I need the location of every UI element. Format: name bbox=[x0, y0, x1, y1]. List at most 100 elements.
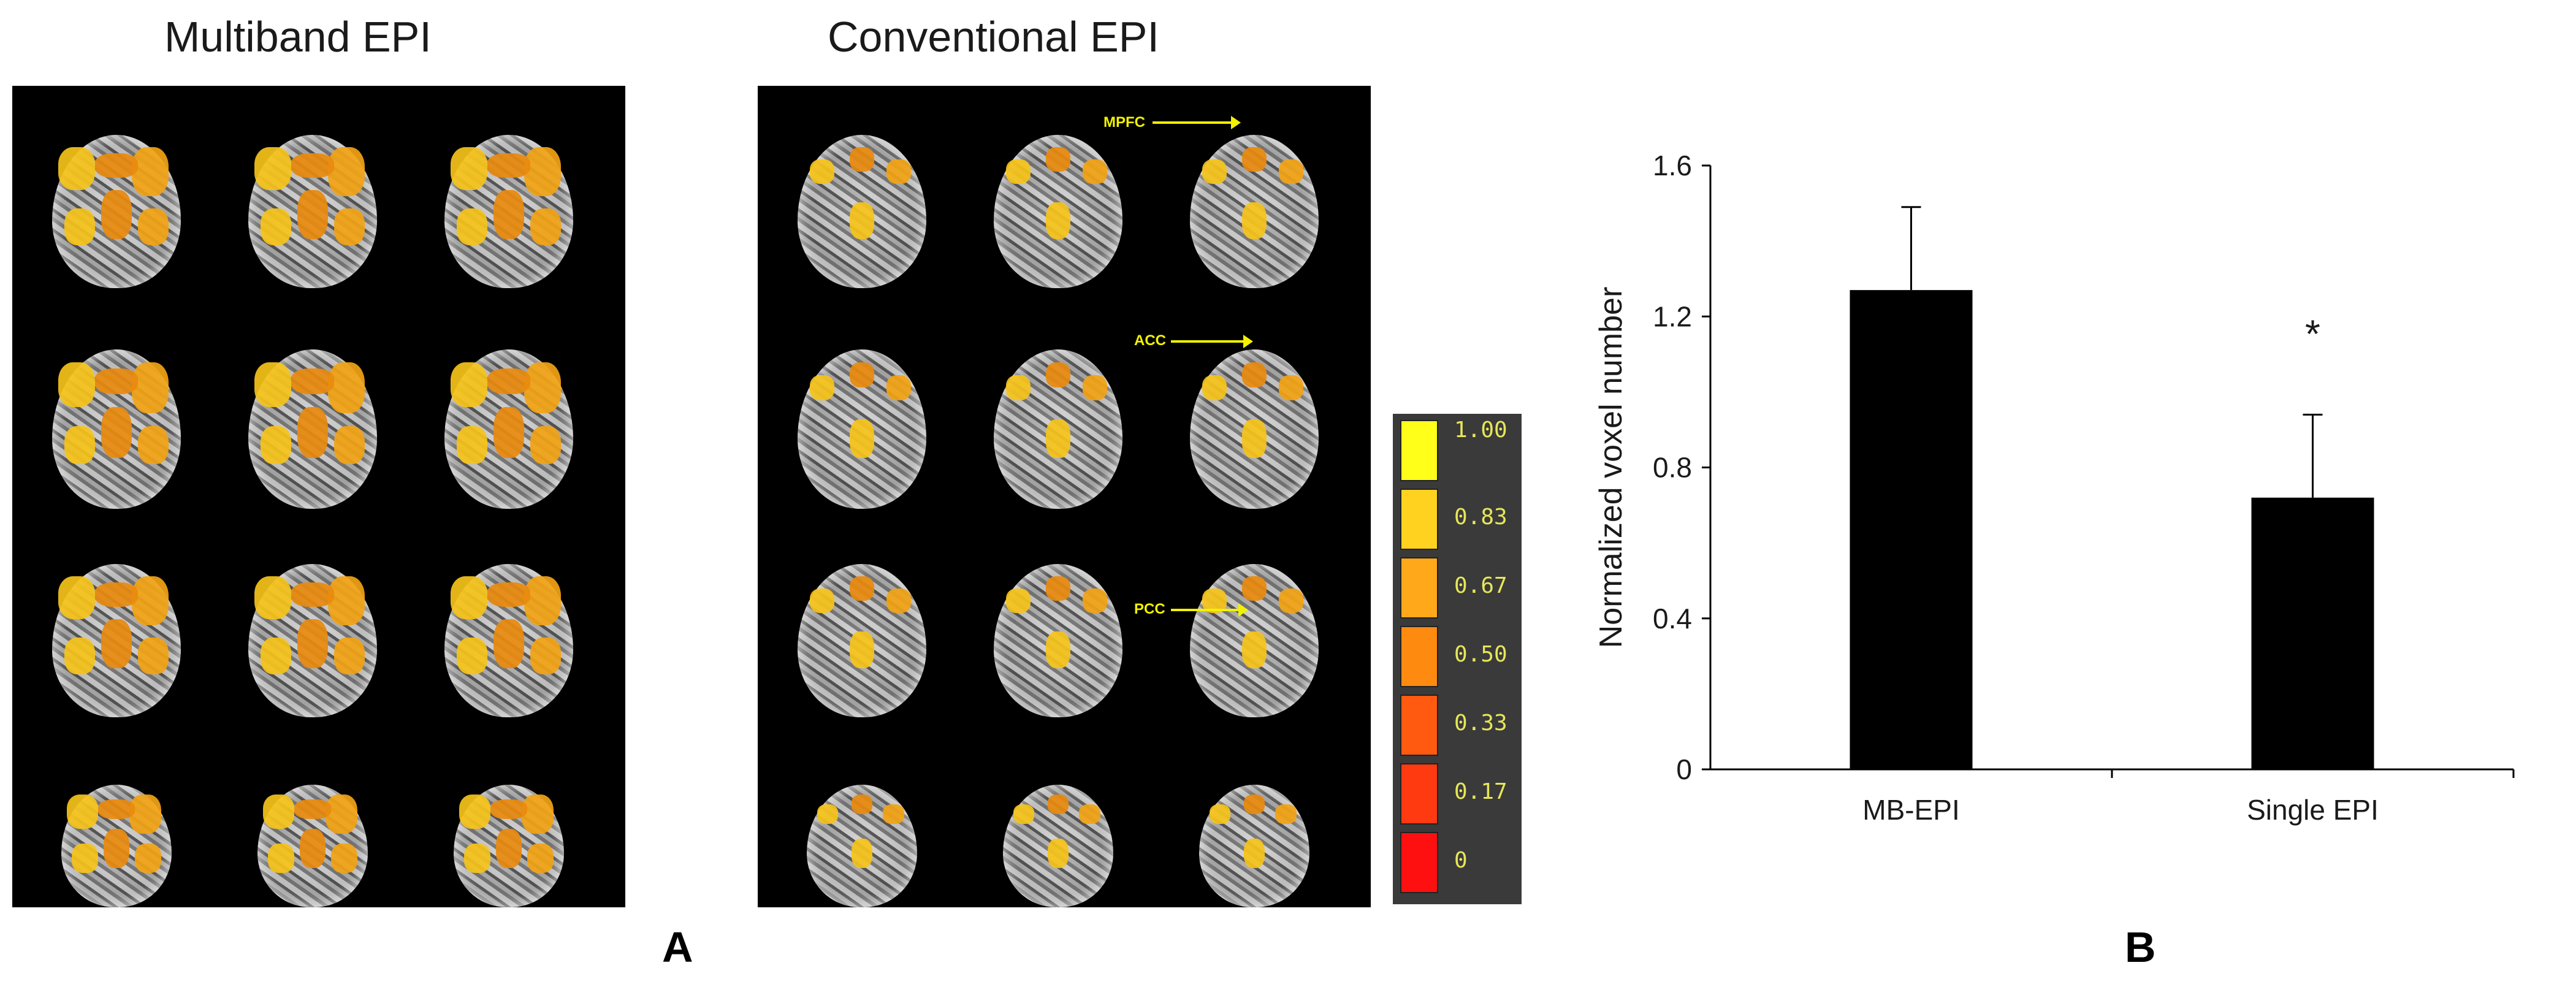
activation-blob bbox=[1242, 631, 1267, 668]
activation-blob bbox=[850, 362, 874, 388]
activation-blob bbox=[1046, 147, 1070, 172]
activation-blob bbox=[851, 795, 873, 814]
activation-blob bbox=[95, 368, 138, 394]
activation-blob bbox=[1083, 589, 1107, 613]
activation-blob bbox=[817, 804, 839, 824]
y-tick-label: 1.2 bbox=[1653, 300, 1692, 332]
activation-blob bbox=[886, 159, 911, 184]
pcc-arrow bbox=[1171, 603, 1248, 617]
activation-blob bbox=[850, 576, 874, 601]
multiband-epi-title: Multiband EPI bbox=[164, 13, 432, 61]
activation-blob bbox=[132, 576, 169, 625]
activation-blob bbox=[1202, 159, 1227, 184]
activation-blob bbox=[495, 829, 522, 868]
activation-blob bbox=[493, 619, 524, 668]
activation-blob bbox=[851, 839, 873, 868]
activation-blob bbox=[457, 638, 487, 674]
activation-blob bbox=[129, 795, 161, 834]
acc-annotation: ACC bbox=[1134, 332, 1166, 349]
conventional-epi-title: Conventional EPI bbox=[828, 13, 1159, 61]
y-tick-label: 0.8 bbox=[1653, 452, 1692, 484]
colorbar-swatch bbox=[1400, 420, 1438, 481]
activation-blob bbox=[95, 582, 138, 607]
conventional-brain-slice bbox=[798, 564, 926, 717]
activation-blob bbox=[328, 362, 365, 413]
y-tick-label: 1.6 bbox=[1653, 150, 1692, 181]
conventional-brain-slice bbox=[798, 135, 926, 288]
x-category-label: Single EPI bbox=[2247, 794, 2379, 826]
conventional-brain-slice bbox=[1003, 785, 1113, 907]
activation-blob bbox=[132, 147, 169, 196]
activation-blob bbox=[459, 795, 490, 829]
activation-blob bbox=[451, 147, 487, 190]
activation-blob bbox=[886, 375, 911, 401]
activation-blob bbox=[530, 208, 561, 245]
activation-blob bbox=[490, 799, 527, 819]
activation-blob bbox=[254, 147, 291, 190]
activation-blob bbox=[1242, 147, 1267, 172]
activation-blob bbox=[138, 208, 169, 245]
multiband-brain-slice bbox=[444, 564, 573, 717]
activation-blob bbox=[1083, 375, 1107, 401]
conventional-brain-slice bbox=[994, 564, 1122, 717]
acc-arrow bbox=[1171, 335, 1253, 348]
activation-blob bbox=[291, 153, 334, 178]
activation-blob bbox=[101, 406, 132, 458]
activation-blob bbox=[72, 844, 98, 873]
colorbar-label: 0.83 bbox=[1454, 505, 1507, 530]
activation-blob bbox=[132, 362, 169, 413]
activation-blob bbox=[1243, 795, 1265, 814]
significance-asterisk: * bbox=[2305, 311, 2320, 356]
y-tick-label: 0 bbox=[1676, 753, 1692, 785]
activation-blob bbox=[331, 844, 357, 873]
activation-blob bbox=[1242, 202, 1267, 239]
normalized-voxel-bar-chart: Normalized voxel number 0 0.4 0.8 1.2 1.6 MB… bbox=[1593, 150, 2515, 826]
multiband-brain-slice bbox=[52, 349, 181, 509]
activation-blob bbox=[334, 638, 365, 674]
activation-blob bbox=[334, 425, 365, 465]
activation-blob bbox=[294, 799, 331, 819]
activation-blob bbox=[291, 368, 334, 394]
activation-blob bbox=[58, 362, 95, 407]
activation-blob bbox=[1242, 576, 1267, 601]
multiband-brain-slice bbox=[52, 135, 181, 288]
activation-blob bbox=[524, 576, 561, 625]
activation-blob bbox=[254, 576, 291, 619]
bar bbox=[2251, 497, 2374, 769]
activation-blob bbox=[522, 795, 554, 834]
activation-blob bbox=[1242, 419, 1267, 458]
activation-blob bbox=[261, 208, 291, 245]
activation-blob bbox=[64, 208, 95, 245]
colorbar-label: 1.00 bbox=[1454, 417, 1507, 443]
colorbar-swatch bbox=[1400, 489, 1438, 550]
activation-blob bbox=[451, 576, 487, 619]
multiband-brain-slice bbox=[257, 785, 368, 907]
activation-blob bbox=[1279, 375, 1303, 401]
activation-blob bbox=[101, 190, 132, 239]
activation-blob bbox=[261, 638, 291, 674]
pcc-annotation: PCC bbox=[1134, 601, 1165, 617]
colorbar-label: 0.17 bbox=[1454, 779, 1507, 804]
activation-blob bbox=[850, 419, 874, 458]
activation-blob bbox=[493, 406, 524, 458]
mpfc-arrow bbox=[1153, 116, 1241, 129]
activation-blob bbox=[64, 425, 95, 465]
activation-blob bbox=[299, 829, 326, 868]
colorbar-swatch bbox=[1400, 557, 1438, 619]
activation-blob bbox=[328, 576, 365, 625]
colorbar-swatch bbox=[1400, 695, 1438, 756]
activation-blob bbox=[850, 147, 874, 172]
colorbar: 1.00 0.83 0.67 0.50 0.33 0.17 0 bbox=[1393, 414, 1522, 904]
activation-blob bbox=[524, 362, 561, 413]
colorbar-label: 0.50 bbox=[1454, 642, 1507, 667]
conventional-brain-slice bbox=[807, 785, 917, 907]
multiband-brain-slice bbox=[248, 349, 377, 509]
activation-blob bbox=[268, 844, 294, 873]
activation-blob bbox=[1046, 631, 1070, 668]
activation-blob bbox=[58, 576, 95, 619]
activation-blob bbox=[1006, 159, 1031, 184]
colorbar-swatch bbox=[1400, 626, 1438, 687]
activation-blob bbox=[254, 362, 291, 407]
activation-blob bbox=[1006, 375, 1031, 401]
activation-blob bbox=[326, 795, 357, 834]
